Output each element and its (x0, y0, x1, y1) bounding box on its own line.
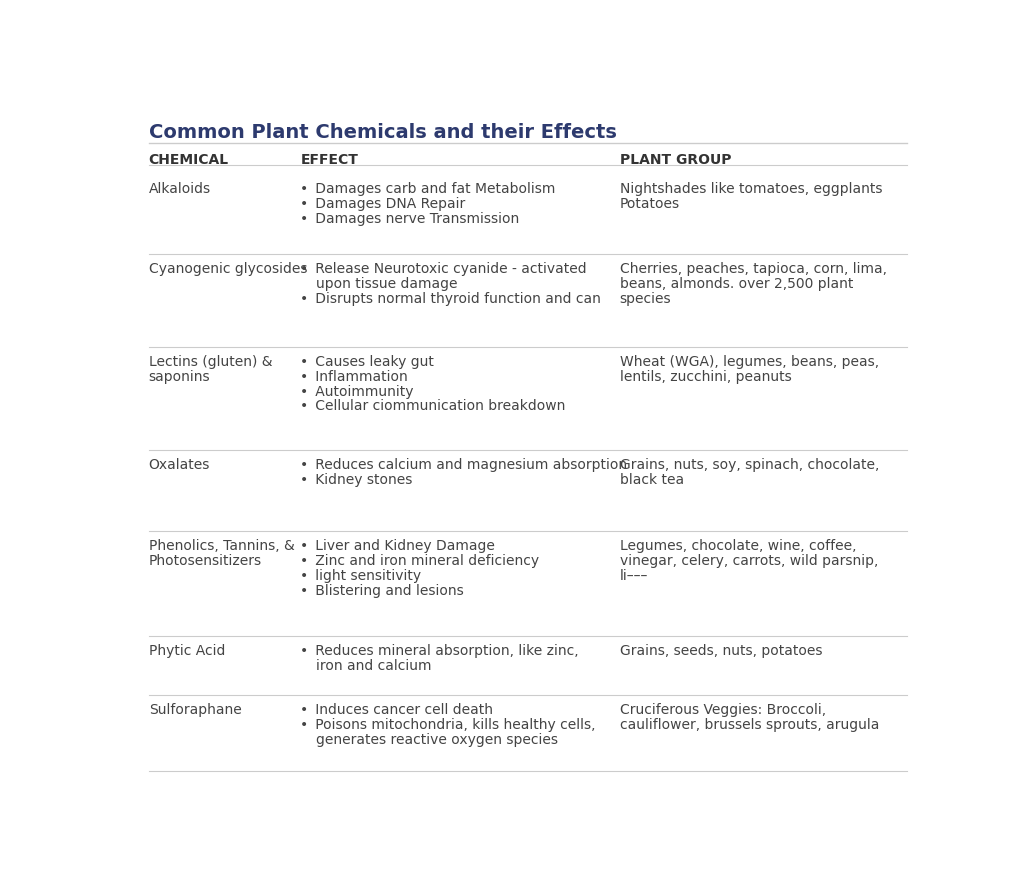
Text: • Reduces calcium and magnesium absorption: • Reduces calcium and magnesium absorpti… (301, 458, 627, 472)
Text: Phytic Acid: Phytic Acid (148, 644, 226, 658)
Text: Common Plant Chemicals and their Effects: Common Plant Chemicals and their Effects (148, 123, 617, 143)
Text: • Liver and Kidney Damage: • Liver and Kidney Damage (301, 539, 495, 553)
Text: EFFECT: EFFECT (301, 153, 358, 167)
Text: • Release Neurotoxic cyanide - activated: • Release Neurotoxic cyanide - activated (301, 262, 587, 276)
Text: • Disrupts normal thyroid function and can: • Disrupts normal thyroid function and c… (301, 292, 602, 306)
Text: • Damages nerve Transmission: • Damages nerve Transmission (301, 211, 519, 226)
Text: • Inflammation: • Inflammation (301, 370, 408, 383)
Text: • Induces cancer cell death: • Induces cancer cell death (301, 703, 493, 716)
Text: CHEMICAL: CHEMICAL (148, 153, 229, 167)
Text: • Zinc and iron mineral deficiency: • Zinc and iron mineral deficiency (301, 554, 540, 568)
Text: • Damages carb and fat Metabolism: • Damages carb and fat Metabolism (301, 181, 556, 196)
Text: Alkaloids: Alkaloids (148, 181, 211, 196)
Text: • Poisons mitochondria, kills healthy cells,: • Poisons mitochondria, kills healthy ce… (301, 718, 596, 731)
Text: lentils, zucchini, peanuts: lentils, zucchini, peanuts (620, 370, 791, 383)
Text: PLANT GROUP: PLANT GROUP (620, 153, 731, 167)
Text: • Autoimmunity: • Autoimmunity (301, 384, 414, 398)
Text: • Blistering and lesions: • Blistering and lesions (301, 584, 465, 598)
Text: Sulforaphane: Sulforaphane (148, 703, 241, 716)
Text: upon tissue damage: upon tissue damage (316, 277, 458, 291)
Text: Wheat (WGA), legumes, beans, peas,: Wheat (WGA), legumes, beans, peas, (620, 355, 879, 368)
Text: black tea: black tea (620, 473, 684, 486)
Text: Oxalates: Oxalates (148, 458, 210, 472)
Text: Cherries, peaches, tapioca, corn, lima,: Cherries, peaches, tapioca, corn, lima, (620, 262, 887, 276)
Text: • Cellular ciommunication breakdown: • Cellular ciommunication breakdown (301, 399, 565, 413)
Text: iron and calcium: iron and calcium (316, 659, 432, 673)
Text: • Reduces mineral absorption, like zinc,: • Reduces mineral absorption, like zinc, (301, 644, 579, 658)
Text: Nightshades like tomatoes, eggplants: Nightshades like tomatoes, eggplants (620, 181, 882, 196)
Text: beans, almonds. over 2,500 plant: beans, almonds. over 2,500 plant (620, 277, 853, 291)
Text: species: species (620, 292, 672, 306)
Text: Photosensitizers: Photosensitizers (148, 554, 262, 568)
Text: Grains, seeds, nuts, potatoes: Grains, seeds, nuts, potatoes (620, 644, 822, 658)
Text: Cyanogenic glycosides: Cyanogenic glycosides (148, 262, 307, 276)
Text: • Damages DNA Repair: • Damages DNA Repair (301, 196, 466, 211)
Text: li–––: li––– (620, 569, 648, 583)
Text: Phenolics, Tannins, &: Phenolics, Tannins, & (148, 539, 295, 553)
Text: • Kidney stones: • Kidney stones (301, 473, 413, 486)
Text: Legumes, chocolate, wine, coffee,: Legumes, chocolate, wine, coffee, (620, 539, 856, 553)
Text: saponins: saponins (148, 370, 210, 383)
Text: cauliflower, brussels sprouts, arugula: cauliflower, brussels sprouts, arugula (620, 718, 879, 731)
Text: generates reactive oxygen species: generates reactive oxygen species (316, 732, 558, 746)
Text: vinegar, celery, carrots, wild parsnip,: vinegar, celery, carrots, wild parsnip, (620, 554, 878, 568)
Text: Grains, nuts, soy, spinach, chocolate,: Grains, nuts, soy, spinach, chocolate, (620, 458, 879, 472)
Text: Lectins (gluten) &: Lectins (gluten) & (148, 355, 272, 368)
Text: Cruciferous Veggies: Broccoli,: Cruciferous Veggies: Broccoli, (620, 703, 826, 716)
Text: Potatoes: Potatoes (620, 196, 680, 211)
Text: • Causes leaky gut: • Causes leaky gut (301, 355, 435, 368)
Text: • light sensitivity: • light sensitivity (301, 569, 421, 583)
